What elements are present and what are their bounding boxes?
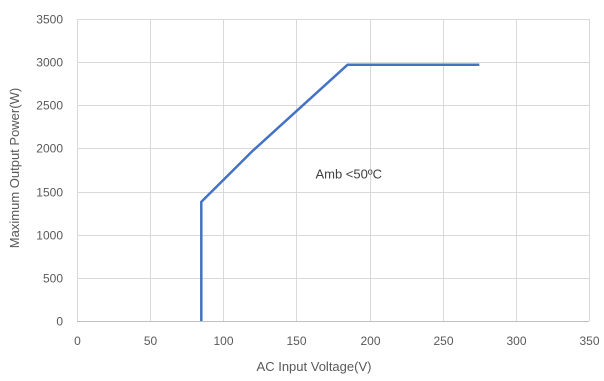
- x-tick-label: 150: [286, 334, 306, 348]
- series-lines: [200, 63, 480, 321]
- y-tick-label: 3500: [36, 13, 63, 27]
- grid: [77, 19, 590, 322]
- x-tick-label: 0: [74, 334, 81, 348]
- y-tick-label: 2500: [36, 99, 63, 113]
- y-axis-tick-labels: 0 500 1000 1500 2000 2500 3000 3500: [36, 13, 63, 329]
- y-tick-label: 0: [56, 315, 63, 329]
- y-tick-label: 1500: [36, 186, 63, 200]
- y-axis-title: Maximum Output Power(W): [7, 88, 22, 248]
- x-axis-tick-labels: 0 50 100 150 200 250 300 350: [74, 334, 600, 348]
- annotation-label: Amb <50ºC: [315, 166, 382, 181]
- y-tick-label: 1000: [36, 229, 63, 243]
- x-tick-label: 200: [360, 334, 380, 348]
- x-tick-label: 50: [144, 334, 158, 348]
- x-tick-label: 350: [579, 334, 599, 348]
- y-tick-label: 3000: [36, 56, 63, 70]
- annotations: Amb <50ºC: [315, 166, 382, 181]
- series-line-0: [200, 63, 480, 321]
- y-tick-label: 2000: [36, 142, 63, 156]
- x-tick-label: 300: [506, 334, 526, 348]
- y-tick-label: 500: [43, 272, 63, 286]
- x-tick-label: 100: [213, 334, 233, 348]
- x-axis-title: AC Input Voltage(V): [257, 359, 372, 374]
- x-tick-label: 250: [433, 334, 453, 348]
